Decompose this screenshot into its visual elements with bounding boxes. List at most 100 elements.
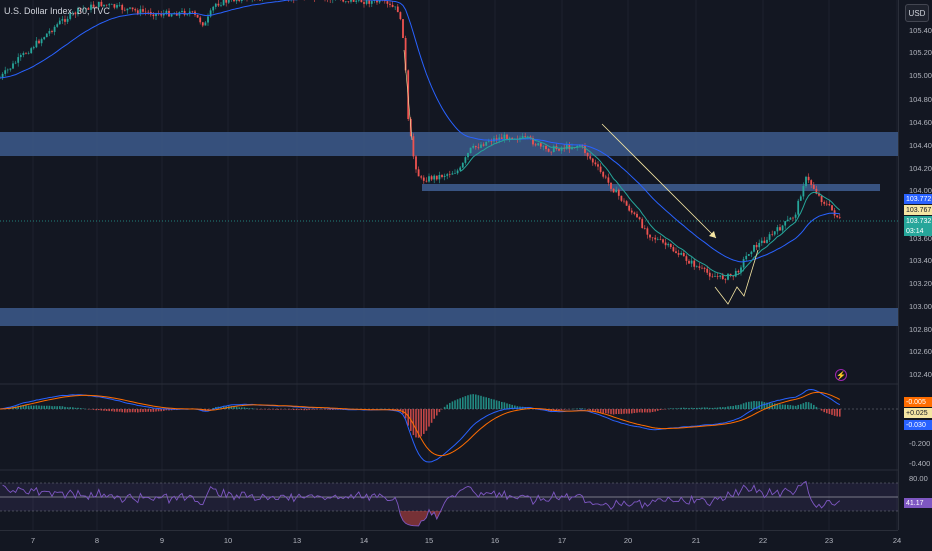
candle-body bbox=[491, 141, 493, 142]
macd-histogram-bar bbox=[639, 409, 641, 412]
resistance-zone-upper[interactable] bbox=[0, 132, 898, 156]
macd-histogram-bar bbox=[769, 403, 771, 409]
candle-body bbox=[342, 0, 344, 2]
lightning-icon[interactable]: ⚡ bbox=[835, 369, 847, 381]
candle-body bbox=[140, 9, 142, 13]
macd-histogram-bar bbox=[800, 404, 802, 409]
candle-body bbox=[59, 21, 61, 25]
macd-histogram-bar bbox=[623, 409, 625, 414]
candle-body bbox=[160, 14, 162, 15]
candle-body bbox=[662, 239, 664, 242]
candle-body bbox=[478, 147, 480, 148]
candle-body bbox=[371, 1, 373, 4]
ma-slow-badge: 103.772 bbox=[904, 194, 932, 204]
candle-body bbox=[634, 213, 636, 214]
candle-body bbox=[615, 190, 617, 193]
candle-body bbox=[137, 10, 139, 13]
candle-body bbox=[394, 7, 396, 8]
macd-histogram-bar bbox=[153, 409, 155, 412]
candle-body bbox=[197, 15, 199, 18]
candle-body bbox=[626, 201, 628, 205]
support-zone-lower[interactable] bbox=[0, 308, 898, 326]
chart-canvas[interactable] bbox=[0, 0, 898, 530]
macd-histogram-bar bbox=[641, 409, 643, 413]
price-tick: 104.800 bbox=[909, 95, 932, 104]
macd-line-badge: -0.030 bbox=[904, 420, 932, 430]
macd-histogram-bar bbox=[753, 401, 755, 409]
candle-body bbox=[738, 271, 740, 272]
candle-body bbox=[132, 7, 134, 9]
candle-body bbox=[20, 55, 22, 57]
macd-histogram-bar bbox=[730, 406, 732, 409]
symbol-title[interactable]: U.S. Dollar Index, 30, TVC bbox=[4, 6, 110, 16]
macd-histogram-bar bbox=[150, 409, 152, 412]
chart-area[interactable] bbox=[0, 0, 898, 530]
candle-body bbox=[472, 146, 474, 148]
moving-average-slow bbox=[0, 0, 840, 262]
candle-body bbox=[667, 244, 669, 245]
candle-body bbox=[392, 5, 394, 7]
candle-body bbox=[699, 266, 701, 268]
macd-histogram-bar bbox=[127, 409, 129, 412]
candle-body bbox=[46, 34, 48, 38]
candle-body bbox=[745, 256, 747, 259]
macd-histogram-bar bbox=[428, 409, 430, 427]
ma-fast-badge: 103.767 bbox=[904, 205, 932, 215]
currency-button[interactable]: USD bbox=[905, 4, 929, 22]
macd-histogram-bar bbox=[561, 409, 563, 410]
macd-histogram-bar bbox=[618, 409, 620, 414]
date-tick: 17 bbox=[558, 536, 566, 545]
candle-body bbox=[803, 186, 805, 196]
macd-histogram-bar bbox=[462, 397, 464, 409]
macd-histogram-bar bbox=[795, 406, 797, 409]
macd-histogram-bar bbox=[644, 409, 646, 412]
macd-tick: -0.400 bbox=[909, 459, 930, 468]
candle-body bbox=[771, 234, 773, 235]
candle-body bbox=[124, 10, 126, 11]
macd-histogram-bar bbox=[696, 408, 698, 409]
candle-body bbox=[808, 177, 810, 180]
macd-histogram-bar bbox=[72, 407, 74, 409]
macd-histogram-bar bbox=[82, 408, 84, 409]
macd-histogram-bar bbox=[431, 409, 433, 423]
zigzag-drawing[interactable] bbox=[715, 250, 758, 304]
drop-line[interactable] bbox=[404, 50, 412, 140]
candle-body bbox=[686, 256, 688, 261]
candle-body bbox=[758, 243, 760, 247]
macd-histogram-bar bbox=[288, 409, 290, 410]
macd-histogram-bar bbox=[743, 403, 745, 409]
macd-histogram-bar bbox=[49, 406, 51, 409]
macd-histogram-bar bbox=[608, 409, 610, 414]
macd-histogram-bar bbox=[647, 409, 649, 413]
candle-body bbox=[114, 4, 116, 7]
macd-histogram-bar bbox=[140, 409, 142, 412]
candle-body bbox=[797, 201, 799, 215]
candle-body bbox=[4, 70, 6, 74]
candle-body bbox=[446, 174, 448, 176]
macd-histogram-bar bbox=[634, 409, 636, 413]
candle-body bbox=[691, 261, 693, 264]
candle-body bbox=[628, 206, 630, 211]
macd-histogram-bar bbox=[277, 409, 279, 410]
macd-histogram-bar bbox=[470, 394, 472, 409]
candle-body bbox=[787, 220, 789, 221]
candle-body bbox=[480, 145, 482, 148]
macd-histogram-bar bbox=[498, 401, 500, 409]
macd-histogram-bar bbox=[558, 409, 560, 410]
macd-histogram-bar bbox=[683, 408, 685, 409]
macd-histogram-bar bbox=[621, 409, 623, 414]
candle-body bbox=[673, 247, 675, 251]
macd-histogram-bar bbox=[452, 401, 454, 409]
candle-body bbox=[462, 163, 464, 168]
candle-body bbox=[680, 253, 682, 255]
candle-body bbox=[387, 1, 389, 4]
macd-histogram-bar bbox=[41, 406, 43, 409]
candle-body bbox=[485, 142, 487, 146]
candle-body bbox=[660, 239, 662, 240]
macd-histogram-bar bbox=[790, 405, 792, 409]
macd-histogram-bar bbox=[124, 409, 126, 413]
candle-body bbox=[142, 9, 144, 12]
macd-histogram-bar bbox=[480, 396, 482, 409]
candle-body bbox=[777, 227, 779, 231]
macd-histogram-bar bbox=[64, 407, 66, 409]
